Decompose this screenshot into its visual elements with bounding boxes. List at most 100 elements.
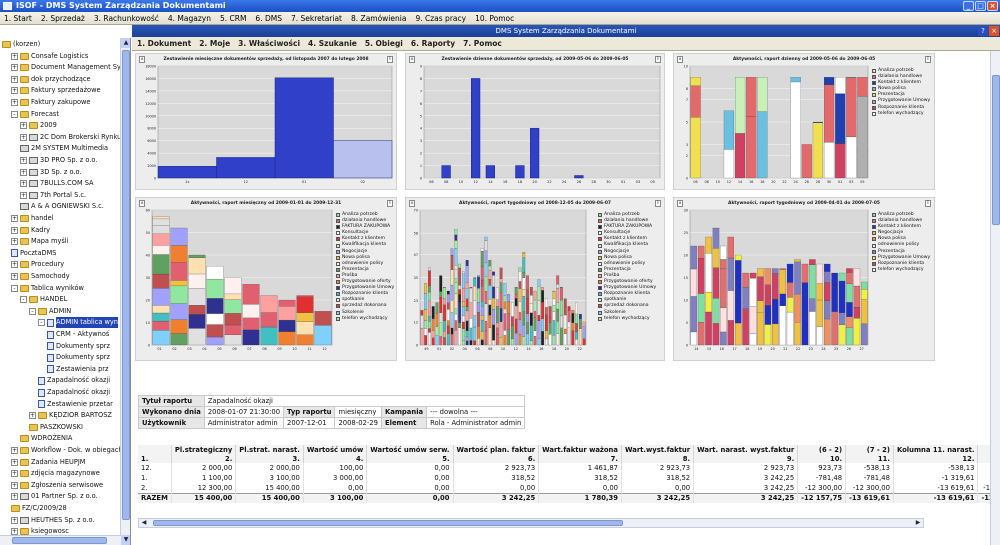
tree-item[interactable]: +7th Portal S.c.: [20, 190, 86, 201]
tree-item[interactable]: A & A OGNIEWSKI S.c.: [20, 201, 104, 212]
tree-item[interactable]: + Consafe Logistics: [11, 51, 88, 62]
expand-icon[interactable]: +: [11, 528, 18, 536]
tree-item[interactable]: +3D Sp. z o.o.: [20, 167, 82, 178]
expand-icon[interactable]: +: [11, 516, 18, 524]
expand-icon[interactable]: +: [11, 470, 18, 478]
scroll-up-icon[interactable]: ▲: [121, 38, 130, 48]
table-scroll-thumb[interactable]: [153, 520, 623, 526]
submenu-szukanie[interactable]: 4. Szukanie: [308, 39, 357, 48]
tree-item[interactable]: - HANDEL: [20, 294, 67, 305]
collapse-icon[interactable]: -: [20, 296, 27, 304]
tree-item[interactable]: + Kadry: [11, 225, 50, 236]
expand-icon[interactable]: +: [11, 238, 18, 246]
maximize-button[interactable]: □: [975, 1, 986, 11]
help-button[interactable]: ?: [978, 26, 988, 36]
expand-icon[interactable]: +: [11, 493, 18, 501]
tree-item[interactable]: - Tablica wyników: [11, 283, 84, 294]
minimize-button[interactable]: _: [963, 1, 974, 11]
submenu-moje[interactable]: 2. Moje: [199, 39, 231, 48]
expand-icon[interactable]: +: [11, 215, 18, 222]
submenu-pomoc[interactable]: 7. Pomoc: [463, 39, 502, 48]
collapse-icon[interactable]: -: [29, 307, 36, 315]
tree-scroll-thumb[interactable]: [122, 50, 130, 520]
expand-icon[interactable]: +: [20, 122, 27, 130]
menu-sekretariat[interactable]: 7. Sekretariat: [290, 13, 343, 23]
expand-icon[interactable]: +: [29, 412, 36, 420]
expand-icon[interactable]: +: [20, 180, 27, 188]
expand-icon[interactable]: +: [11, 273, 18, 280]
expand-icon[interactable]: ±: [677, 200, 683, 207]
scroll-left-icon[interactable]: ◀: [141, 519, 147, 526]
tree-item[interactable]: + dok przychodzące: [11, 74, 91, 85]
tree-item[interactable]: WDROŻENIA: [20, 433, 72, 444]
info-icon[interactable]: i: [655, 200, 661, 207]
tree-item[interactable]: Zestawienie przetar: [38, 399, 113, 410]
expand-icon[interactable]: +: [20, 191, 27, 199]
tree-item[interactable]: - ADMIN tablica wyn: [38, 317, 118, 329]
collapse-icon[interactable]: -: [11, 110, 18, 118]
content-scroll-thumb[interactable]: [992, 75, 1000, 225]
menu-pomoc[interactable]: 10. Pomoc: [475, 13, 515, 23]
menu-start[interactable]: 1. Start: [4, 13, 32, 23]
tree-item[interactable]: Zapadalność okazji: [38, 375, 110, 386]
expand-icon[interactable]: +: [20, 157, 27, 164]
expand-icon[interactable]: +: [11, 481, 18, 489]
tree-item[interactable]: + ksiegowosc: [11, 526, 69, 537]
tree-item[interactable]: + Samochody: [11, 271, 70, 282]
tree-item[interactable]: PocztaDMS: [11, 248, 56, 259]
tree-item[interactable]: + Workflow - Dok. w obiegach: [11, 445, 123, 456]
menu-sprzedaz[interactable]: 2. Sprzedaż: [40, 13, 85, 23]
tree-item[interactable]: + Faktury sprzedażowe: [11, 85, 101, 96]
tree-item[interactable]: + handel: [11, 213, 53, 224]
tree-item[interactable]: +3D PRO Sp. z o.o.: [20, 155, 97, 166]
menu-crm[interactable]: 5. CRM: [219, 13, 247, 23]
tree-item[interactable]: PASZKOWSKI: [29, 422, 83, 433]
tree-item[interactable]: +2C Dom Brokerski Rynku S: [20, 132, 128, 143]
expand-icon[interactable]: +: [11, 261, 18, 269]
expand-icon[interactable]: ±: [677, 56, 683, 63]
expand-icon[interactable]: +: [11, 226, 18, 234]
tree-item[interactable]: + Mapa myśli: [11, 236, 68, 247]
table-horizontal-scrollbar[interactable]: ◀ ▶: [138, 518, 924, 528]
tree-item[interactable]: Dokumenty sprz: [47, 352, 110, 363]
info-icon[interactable]: i: [925, 200, 931, 207]
expand-icon[interactable]: ±: [409, 56, 415, 63]
expand-icon[interactable]: +: [11, 447, 18, 454]
tree-horizontal-scrollbar[interactable]: [0, 535, 121, 545]
close-window-button[interactable]: ×: [987, 1, 998, 11]
submenu-raporty[interactable]: 6. Raporty: [410, 39, 456, 48]
tree-item[interactable]: + HEUTHES Sp. z o.o.: [11, 515, 95, 526]
collapse-icon[interactable]: -: [11, 284, 18, 292]
tree-item[interactable]: + Zadania HEUPJM: [11, 457, 86, 468]
expand-icon[interactable]: ±: [409, 200, 415, 207]
tree-item[interactable]: +01 Partner Sp. z o.o.: [11, 491, 98, 502]
submenu-obiegi[interactable]: 5. Obiegi: [364, 39, 403, 48]
expand-icon[interactable]: ±: [139, 200, 145, 207]
tree-item[interactable]: Zestawienia prz: [47, 364, 108, 375]
scroll-right-icon[interactable]: ▶: [915, 519, 921, 526]
info-icon[interactable]: i: [387, 56, 393, 63]
tree-item[interactable]: FZ/C/2009/28: [11, 503, 67, 514]
tree-item[interactable]: + zdjęcia magazynowe: [11, 468, 100, 479]
expand-icon[interactable]: ±: [139, 56, 145, 63]
tree-item[interactable]: + Faktury zakupowe: [11, 97, 91, 108]
scroll-down-icon[interactable]: ▼: [121, 535, 130, 545]
expand-icon[interactable]: +: [20, 168, 27, 176]
info-icon[interactable]: i: [387, 200, 393, 207]
expand-icon[interactable]: +: [11, 87, 18, 95]
menu-zamowienia[interactable]: 8. Zamówienia: [351, 13, 407, 23]
tree-item[interactable]: - ADMIN: [29, 306, 71, 317]
info-icon[interactable]: i: [655, 56, 661, 63]
expand-icon[interactable]: +: [11, 458, 18, 466]
tree-item[interactable]: +2009: [20, 120, 57, 131]
submenu-dokument[interactable]: 1. Dokument: [137, 39, 192, 48]
submenu-wlasciwosci[interactable]: 3. Właściwości: [238, 39, 301, 48]
tree-vertical-scrollbar[interactable]: ▲ ▼: [120, 38, 130, 545]
tree-item[interactable]: + Zgłoszenia serwisowe: [11, 480, 103, 491]
info-icon[interactable]: i: [925, 56, 931, 63]
expand-icon[interactable]: +: [11, 99, 18, 106]
tree-item[interactable]: + Procedury: [11, 259, 64, 270]
tree-item[interactable]: 2M SYSTEM Multimedia: [20, 143, 108, 154]
expand-icon[interactable]: +: [11, 75, 18, 83]
menu-rachunkowosc[interactable]: 3. Rachunkowość: [93, 13, 159, 23]
